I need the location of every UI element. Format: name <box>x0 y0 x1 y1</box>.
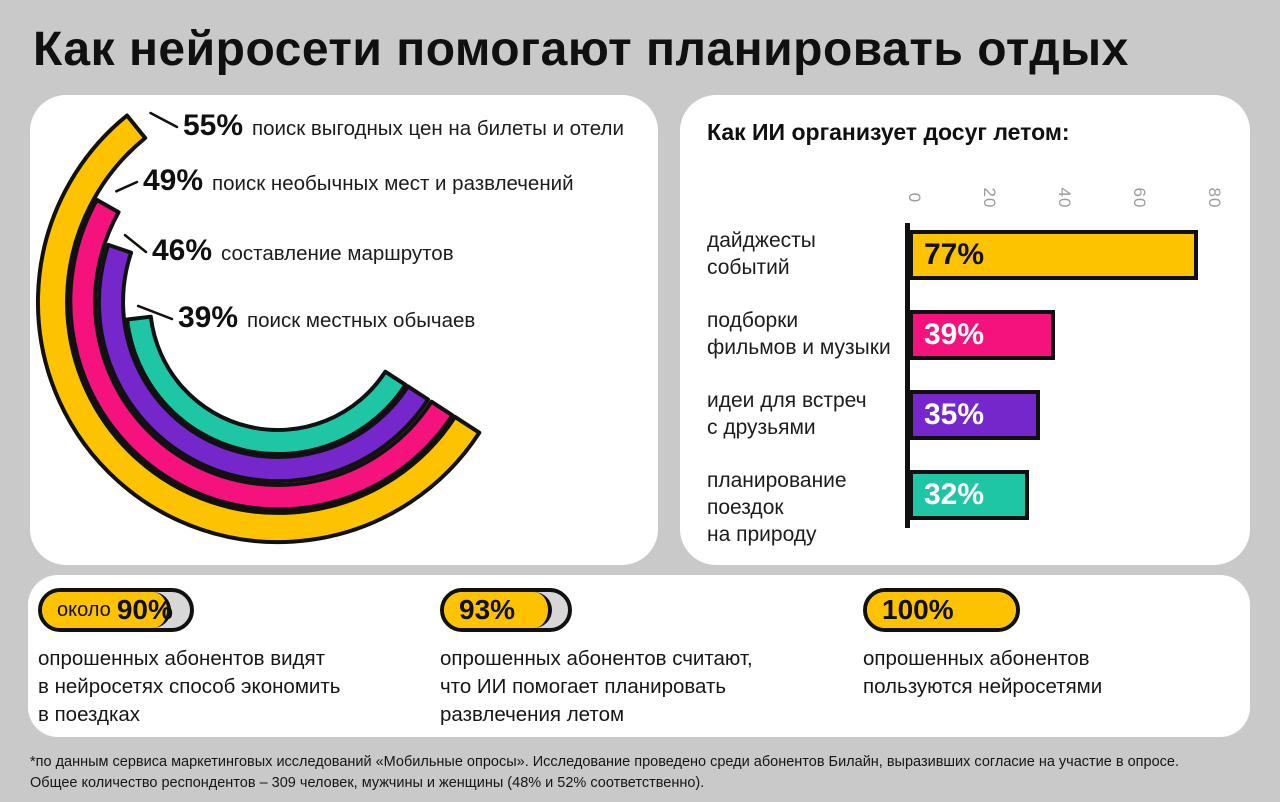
x-tick-20: 20 <box>980 187 999 209</box>
arc-value: 39% <box>178 301 239 334</box>
stat-pill-text: 100% <box>867 592 1016 628</box>
stat-pill-fill <box>42 592 171 628</box>
bar-chart-title: Как ИИ организует досуг летом: <box>707 119 1070 145</box>
stat-pill-2: 93% <box>440 588 572 632</box>
bar-category-label-1: дайджесты событий <box>707 229 816 279</box>
radial-chart <box>35 111 482 545</box>
stat-description: опрошенных абонентов пользуются нейросетя… <box>863 647 1103 698</box>
bar-category-label-3: идеи для встреч с друзьями <box>707 389 867 439</box>
bar-category-label-2: подборки фильмов и музыки <box>707 309 891 359</box>
stat-description: опрошенных абонентов считают, что ИИ помо… <box>440 647 753 726</box>
bar-2: 39% <box>909 310 1055 360</box>
x-tick-0: 0 <box>905 192 924 204</box>
stat-description: опрошенных абонентов видят в нейросетях с… <box>38 647 341 726</box>
stat-pill-value: 100% <box>882 594 954 625</box>
arc-description: поиск местных обычаев <box>247 309 476 332</box>
stat-column-1: около 90% опрошенных абонентов видят в нейр… <box>38 588 340 729</box>
stat-pill-value: 90% <box>116 594 173 625</box>
arc-value: 46% <box>152 234 213 267</box>
bar-1: 77% <box>909 230 1198 280</box>
page-title: Как нейросети помогают планировать отдых <box>33 23 1129 76</box>
x-tick-60: 60 <box>1130 187 1149 209</box>
x-tick-40: 40 <box>1055 187 1074 209</box>
arc-segment-2 <box>68 197 455 512</box>
leader-line-3 <box>123 233 148 254</box>
leader-line-4 <box>136 304 174 321</box>
arc-description: составление маршрутов <box>221 242 454 265</box>
arc-segment-3 <box>96 242 431 484</box>
arc-value: 49% <box>143 164 204 197</box>
stats-card: около 90% опрошенных абонентов видят в нейр… <box>28 575 1250 737</box>
stat-pill-3: 100% <box>863 588 1020 632</box>
stat-pill-text: 93% <box>444 592 568 628</box>
arc-segment-1 <box>35 113 482 545</box>
arc-label-3: 46% составление маршрутов <box>152 234 454 268</box>
arc-description: поиск выгодных цен на билеты и отели <box>252 117 624 140</box>
footnote: *по данным сервиса маркетинговых исследо… <box>30 754 1179 791</box>
leader-line-1 <box>149 111 179 129</box>
bar-value-label: 39% <box>924 318 985 351</box>
stat-pill-prefix: около <box>57 598 111 621</box>
arc-label-1: 55% поиск выгодных цен на билеты и отели <box>183 109 624 143</box>
arc-label-4: 39% поиск местных обычаев <box>178 301 475 335</box>
y-axis-line <box>905 223 910 528</box>
leader-line-2 <box>115 180 139 193</box>
stat-pill-fill <box>867 592 1016 628</box>
bar-4: 32% <box>909 470 1029 520</box>
bar-chart-card: Как ИИ организует досуг летом: 0 20 40 60 80… <box>680 95 1250 565</box>
arc-description: поиск необычных мест и развлечений <box>212 172 574 195</box>
bar-category-label-4: планирование поездок на природу <box>707 469 847 546</box>
arc-label-2: 49% поиск необычных мест и развлечений <box>143 164 574 198</box>
x-tick-80: 80 <box>1205 187 1224 209</box>
stat-pill-text: около 90% <box>42 592 190 628</box>
stat-column-2: 93% опрошенных абонентов считают, что ИИ п… <box>440 588 753 729</box>
bar-value-label: 77% <box>924 238 985 271</box>
bar-value-label: 35% <box>924 398 985 431</box>
bar-value-label: 32% <box>924 478 985 511</box>
stat-column-3: 100% опрошенных абонентов пользуются нейро… <box>863 588 1102 701</box>
stat-pill-value: 93% <box>459 594 516 625</box>
bar-3: 35% <box>909 390 1040 440</box>
arc-value: 55% <box>183 109 244 142</box>
arc-segment-4 <box>125 314 408 457</box>
stat-pill-1: около 90% <box>38 588 194 632</box>
radial-chart-card: 55% поиск выгодных цен на билеты и отели 4… <box>30 95 658 565</box>
stat-pill-fill <box>444 592 552 628</box>
